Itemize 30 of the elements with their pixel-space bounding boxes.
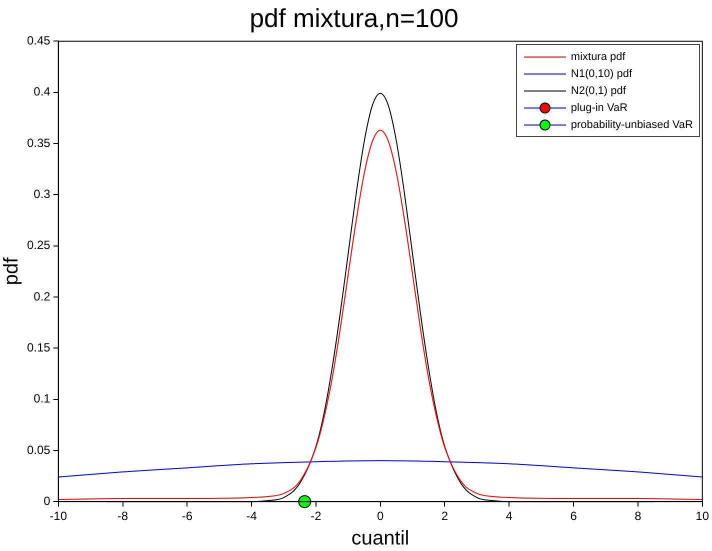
x-tick-label: 6 <box>570 509 578 524</box>
x-tick-label: -4 <box>246 509 258 524</box>
x-tick-label: -8 <box>117 509 128 524</box>
legend-label: N2(0,1) pdf <box>570 84 626 96</box>
legend-label: N1(0,10) pdf <box>570 68 632 80</box>
y-tick-label: 0.35 <box>26 136 51 150</box>
x-tick-label: 0 <box>376 509 384 524</box>
y-tick-label: 0.45 <box>26 34 51 48</box>
x-tick-label: -2 <box>310 509 322 524</box>
y-tick-label: 0.2 <box>34 289 51 304</box>
x-axis-title: cuantil <box>351 528 410 550</box>
y-axis-title: pdf <box>0 257 23 286</box>
y-tick-label: 0.3 <box>34 186 51 201</box>
y-tick-label: 0.15 <box>26 340 51 354</box>
y-tick-label: 0.1 <box>34 392 51 406</box>
x-tick-label: 8 <box>634 509 642 524</box>
x-tick-label: 2 <box>441 509 448 524</box>
chart-title: pdf mixtura,n=100 <box>250 2 458 33</box>
x-tick-label: -6 <box>182 509 193 524</box>
y-tick-label: 0.25 <box>26 238 51 252</box>
legend-label: probability-unbiased VaR <box>570 118 693 130</box>
y-tick-label: 0 <box>44 494 51 508</box>
x-tick-label: 10 <box>696 509 710 524</box>
y-tick-label: 0.4 <box>34 84 51 99</box>
y-tick-label: 0.05 <box>26 442 51 457</box>
legend-label: mixtura pdf <box>570 50 626 62</box>
x-tick-label: -10 <box>50 509 68 524</box>
x-tick-label: 4 <box>506 509 513 524</box>
legend-label: plug-in VaR <box>570 102 628 114</box>
line-series <box>58 460 703 478</box>
